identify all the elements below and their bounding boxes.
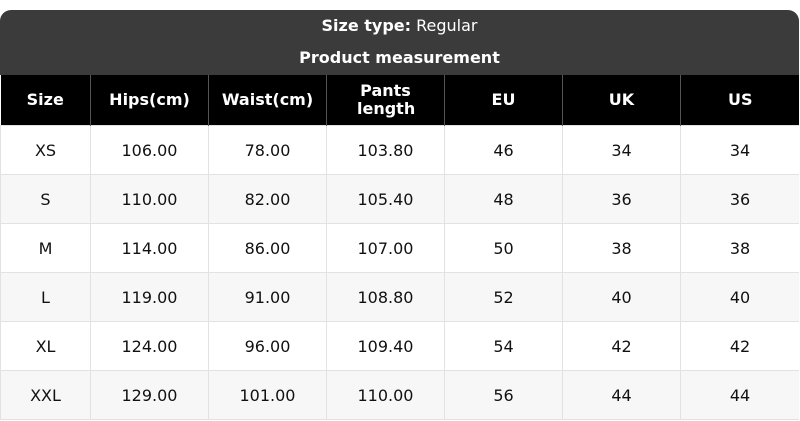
table-cell: 91.00 [208,272,327,322]
table-cell: 110.00 [90,174,209,224]
table-cell: L [0,272,91,322]
table-cell: 34 [680,125,799,175]
title-band: Size type: Regular Product measurement [0,10,799,75]
column-header: Size [0,75,91,126]
table-cell: M [0,223,91,273]
table-cell: 106.00 [90,125,209,175]
table-row: M 114.00 86.00 107.00 50 38 38 [0,223,799,273]
table-cell: 44 [680,370,799,420]
subtitle: Product measurement [0,42,799,74]
table-cell: 78.00 [208,125,327,175]
column-header: EU [444,75,563,126]
table-cell: 36 [562,174,681,224]
table-cell: 38 [680,223,799,273]
table-row: L 119.00 91.00 108.80 52 40 40 [0,272,799,322]
table-cell: 82.00 [208,174,327,224]
header-row: Size Hips(cm) Waist(cm) Pants length EU UK US [0,75,799,126]
table-cell: 52 [444,272,563,322]
table-cell: 46 [444,125,563,175]
size-type-value: Regular [416,16,478,35]
table-cell: 101.00 [208,370,327,420]
table-cell: 40 [680,272,799,322]
table-cell: 54 [444,321,563,371]
subtitle-text: Product measurement [299,48,500,67]
table-cell: XS [0,125,91,175]
table-cell: 44 [562,370,681,420]
size-table: Size Hips(cm) Waist(cm) Pants length EU UK US … [0,75,799,420]
table-cell: 105.40 [326,174,445,224]
table-cell: 108.80 [326,272,445,322]
table-row: XXL 129.00 101.00 110.00 56 44 44 [0,370,799,420]
table-cell: 110.00 [326,370,445,420]
column-header: Hips(cm) [90,75,209,126]
table-cell: 124.00 [90,321,209,371]
column-header: Waist(cm) [208,75,327,126]
table-cell: 42 [680,321,799,371]
table-cell: 96.00 [208,321,327,371]
table-cell: 86.00 [208,223,327,273]
table-row: XS 106.00 78.00 103.80 46 34 34 [0,125,799,175]
table-cell: 38 [562,223,681,273]
table-row: XL 124.00 96.00 109.40 54 42 42 [0,321,799,371]
size-type: Size type: Regular [0,10,799,42]
table-row: S 110.00 82.00 105.40 48 36 36 [0,174,799,224]
size-type-label: Size type: [321,16,412,35]
table-cell: 109.40 [326,321,445,371]
table-cell: 107.00 [326,223,445,273]
table-cell: 129.00 [90,370,209,420]
table-cell: 119.00 [90,272,209,322]
table-cell: 103.80 [326,125,445,175]
table-cell: 56 [444,370,563,420]
table-cell: 48 [444,174,563,224]
column-header: US [680,75,799,126]
table-cell: 36 [680,174,799,224]
size-chart: Size type: Regular Product measurement S… [0,10,799,420]
table-cell: XL [0,321,91,371]
table-cell: 50 [444,223,563,273]
table-cell: XXL [0,370,91,420]
table-cell: 42 [562,321,681,371]
table-cell: S [0,174,91,224]
table-cell: 114.00 [90,223,209,273]
table-cell: 34 [562,125,681,175]
table-cell: 40 [562,272,681,322]
column-header: UK [562,75,681,126]
column-header: Pants length [326,75,445,126]
